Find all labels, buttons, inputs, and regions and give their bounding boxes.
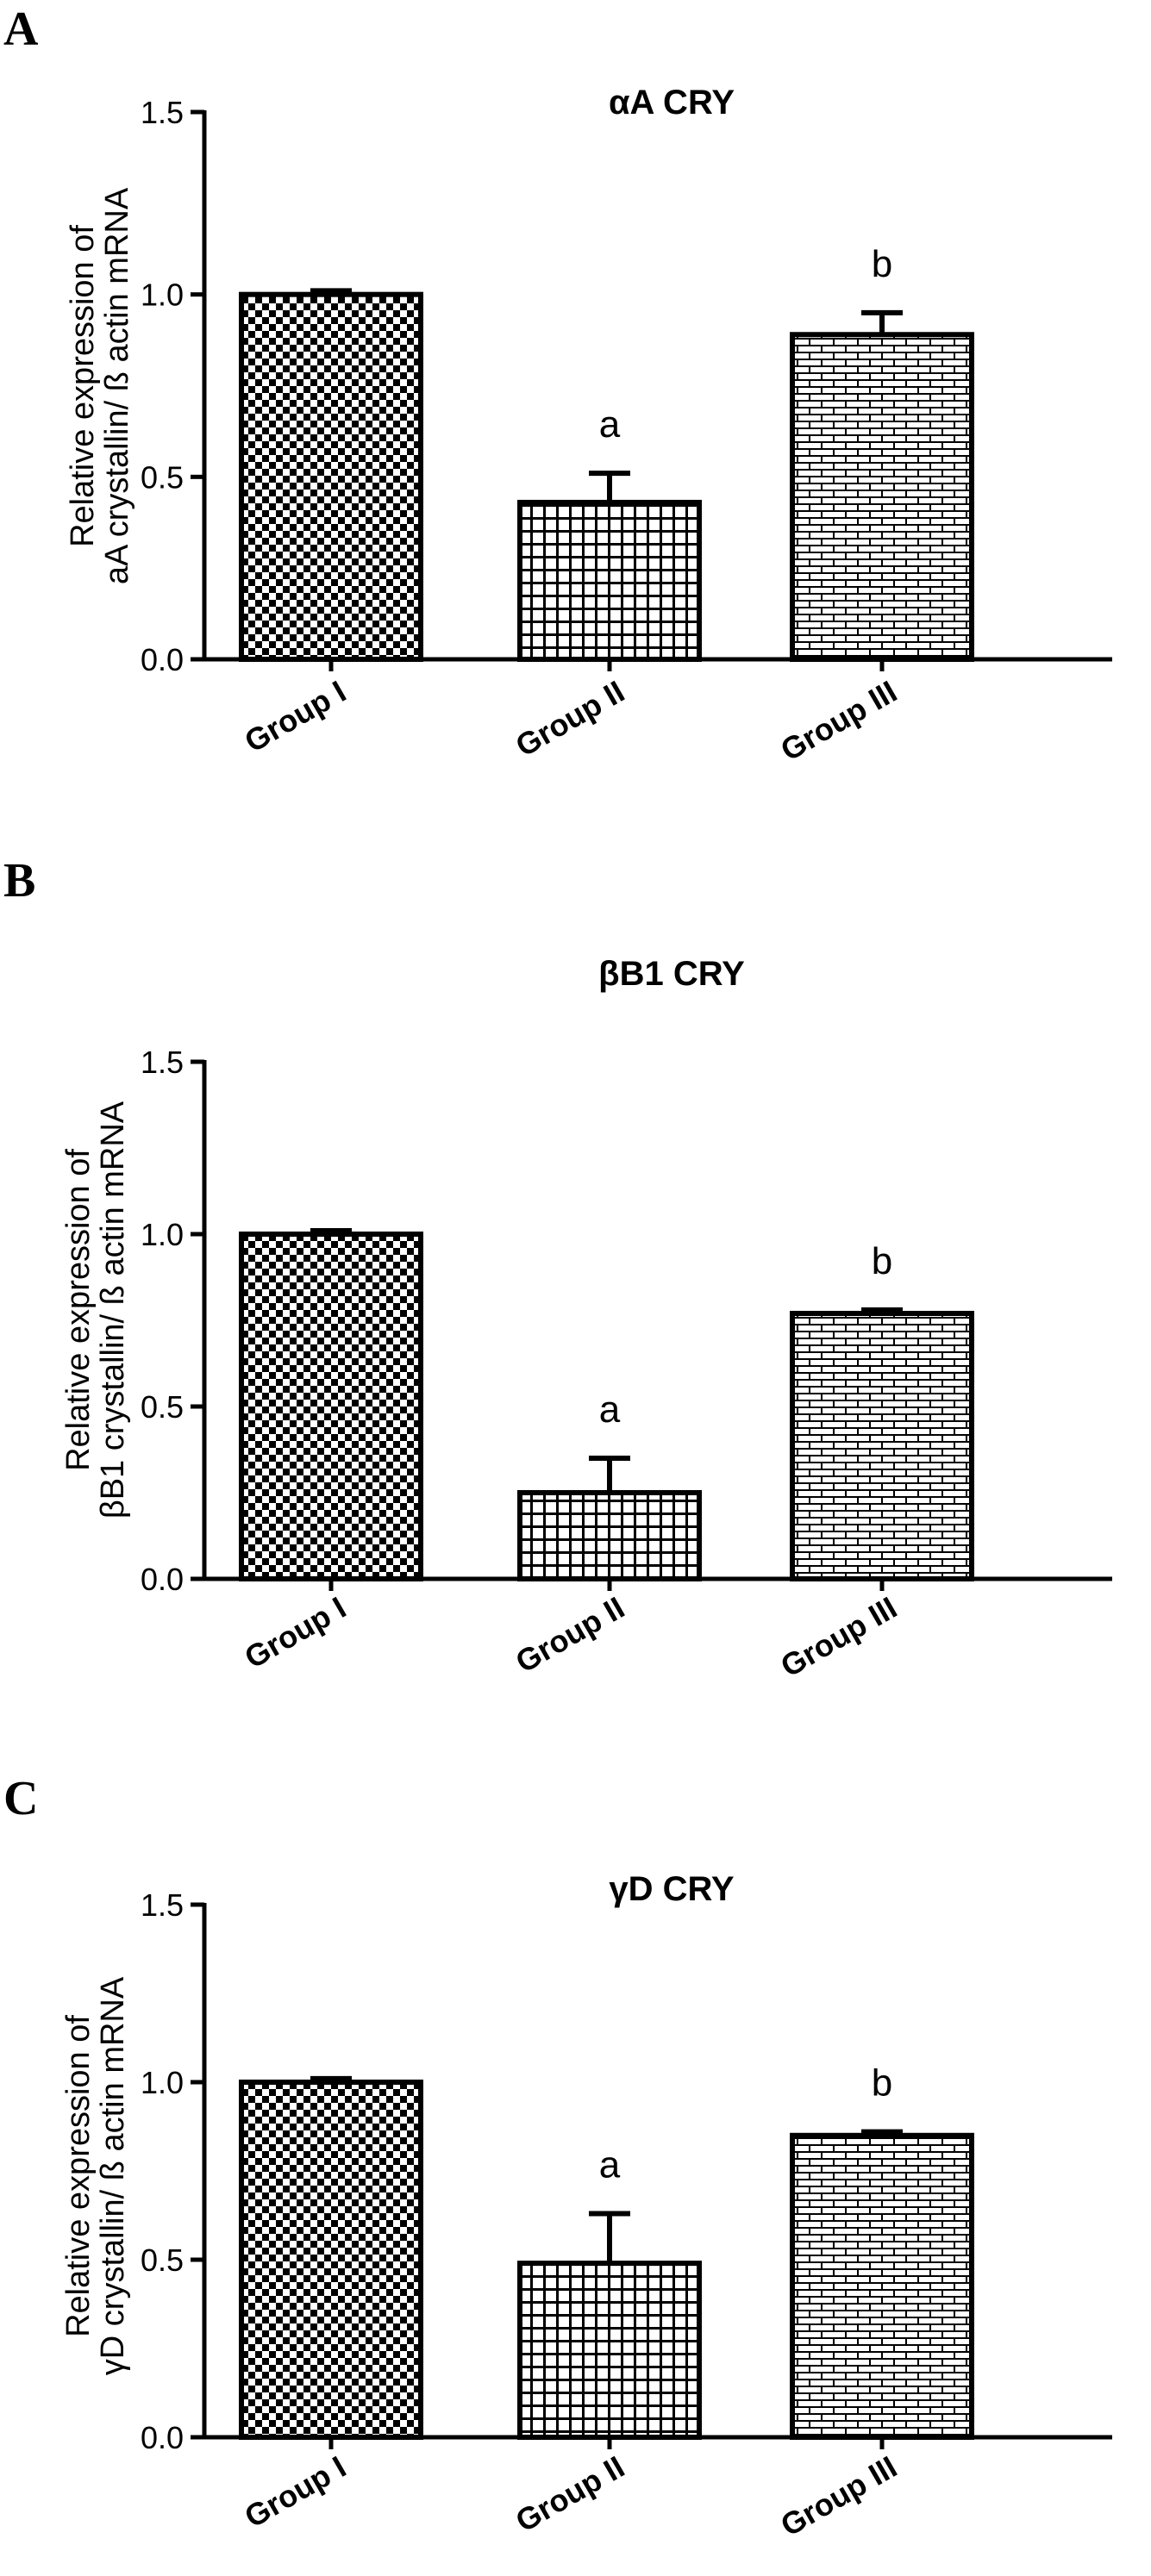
- significance-label: a: [599, 2143, 621, 2186]
- bar: [790, 332, 974, 662]
- bar: [239, 2080, 423, 2440]
- bar: [239, 1232, 423, 1581]
- panel-label: A: [3, 3, 39, 56]
- significance-label: a: [599, 1388, 621, 1431]
- x-tick-label: Group III: [774, 673, 903, 768]
- x-tick-label: Group I: [239, 1589, 352, 1675]
- y-axis-label: aA crystallin/ ß actin mRNA: [99, 187, 135, 584]
- bar: [517, 1490, 702, 1581]
- y-axis-label: βB1 crystallin/ ß actin mRNA: [95, 1101, 131, 1519]
- y-tick-label: 0.5: [141, 2242, 184, 2278]
- y-tick-label: 1.5: [141, 95, 184, 130]
- x-tick-label: Group I: [239, 2448, 352, 2535]
- x-tick-label: Group II: [510, 1589, 630, 1680]
- y-tick-label: 0.5: [141, 459, 184, 495]
- y-tick-label: 1.0: [141, 1217, 184, 1252]
- panel-label: B: [3, 854, 35, 908]
- y-tick-label: 1.5: [141, 1887, 184, 1923]
- y-tick-label: 0.0: [141, 1562, 184, 1597]
- y-tick-label: 1.0: [141, 278, 184, 313]
- chart-title: βB1 CRY: [598, 955, 745, 993]
- x-tick-label: Group III: [774, 2448, 903, 2543]
- panel-label: C: [3, 1772, 38, 1825]
- bar: [790, 2132, 974, 2441]
- y-tick-label: 1.5: [141, 1045, 184, 1080]
- x-tick-label: Group II: [510, 2448, 630, 2539]
- significance-label: b: [872, 2062, 892, 2105]
- y-axis-label: γD crystallin/ ß actin mRNA: [95, 1976, 131, 2375]
- y-axis-label: Relative expression of: [60, 2015, 97, 2337]
- y-axis-label: Relative expression of: [65, 225, 101, 547]
- significance-label: b: [872, 1240, 892, 1282]
- bar: [790, 1311, 974, 1581]
- significance-label: a: [599, 403, 621, 446]
- x-tick-label: Group III: [774, 1589, 903, 1684]
- y-tick-label: 0.5: [141, 1389, 184, 1425]
- y-axis-label: Relative expression of: [60, 1149, 97, 1471]
- x-tick-label: Group I: [239, 673, 352, 759]
- y-tick-label: 1.0: [141, 2065, 184, 2100]
- bar: [239, 291, 423, 662]
- chart-title: γD CRY: [609, 1870, 735, 1908]
- significance-label: b: [872, 243, 892, 285]
- y-tick-label: 0.0: [141, 642, 184, 677]
- y-tick-label: 0.0: [141, 2420, 184, 2455]
- bar: [517, 499, 702, 663]
- bar: [517, 2261, 702, 2441]
- chart-title: αA CRY: [609, 84, 735, 122]
- x-tick-label: Group II: [510, 673, 630, 764]
